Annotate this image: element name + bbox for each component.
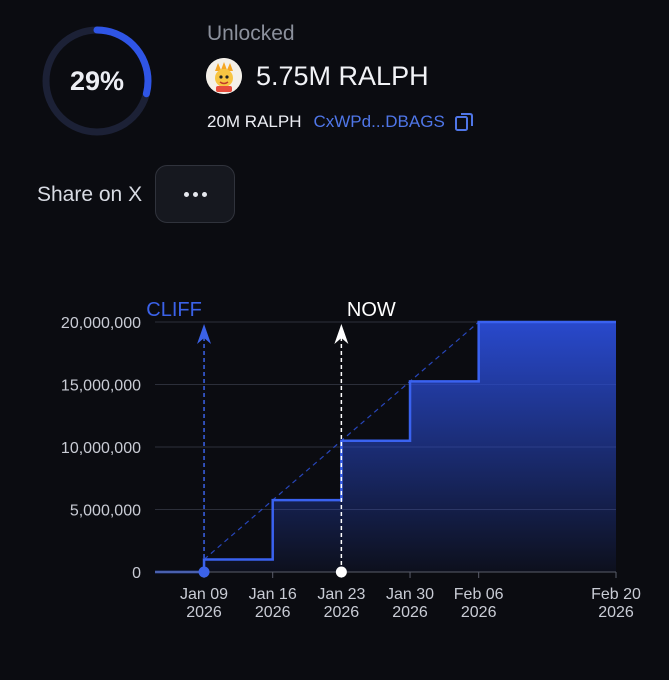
progress-percent: 29%	[69, 65, 125, 96]
copy-icon[interactable]	[453, 111, 475, 133]
x-tick-label: Feb 20	[591, 586, 641, 603]
x-tick-year: 2026	[598, 604, 634, 621]
x-tick-year: 2026	[255, 604, 291, 621]
x-tick-label: Jan 23	[317, 586, 365, 603]
more-dots-icon	[183, 191, 189, 197]
progress-ring-graphic	[42, 26, 152, 136]
unlocked-amount-row: 5.75M RALPH	[206, 58, 429, 94]
marker-dot	[335, 566, 347, 578]
marker-arrow	[197, 324, 212, 344]
token-meta-row: 20M RALPH CxWPd...DBAGS	[207, 111, 475, 133]
x-tick-label: Jan 09	[180, 586, 228, 603]
y-tick-label: 0	[132, 565, 141, 582]
share-on-x-label: Share on X	[37, 183, 143, 206]
marker-dot	[198, 566, 210, 578]
x-tick-year: 2026	[392, 604, 428, 621]
x-tick-label: Jan 30	[386, 586, 434, 603]
more-options-button[interactable]	[155, 165, 235, 223]
y-tick-label: 20,000,000	[61, 315, 141, 332]
y-tick-label: 10,000,000	[61, 440, 141, 457]
x-tick-year: 2026	[461, 604, 497, 621]
y-tick-label: 5,000,000	[70, 503, 141, 520]
token-avatar-icon	[206, 58, 242, 94]
marker-label: NOW	[347, 299, 396, 321]
marker-arrow	[334, 324, 349, 344]
marker-label: CLIFF	[146, 299, 202, 321]
more-dot	[201, 191, 207, 197]
x-tick-year: 2026	[186, 604, 222, 621]
total-allocation: 20M RALPH	[207, 112, 302, 131]
x-tick-label: Feb 06	[454, 586, 504, 603]
unlock-progress-ring: 29%	[40, 24, 154, 138]
x-tick-label: Jan 16	[249, 586, 297, 603]
vesting-chart: 0 5,000,000 10,000,000 15,000,000 20,000,000…	[61, 299, 641, 621]
more-dot	[192, 191, 198, 197]
unlocked-amount: 5.75M RALPH	[256, 60, 429, 91]
unlocked-label: Unlocked	[207, 22, 295, 45]
y-tick-label: 15,000,000	[61, 378, 141, 395]
token-address-link[interactable]: CxWPd...DBAGS	[313, 112, 445, 131]
vesting-area	[155, 322, 616, 572]
progress-ring-fill	[42, 26, 152, 136]
x-tick-year: 2026	[324, 604, 360, 621]
